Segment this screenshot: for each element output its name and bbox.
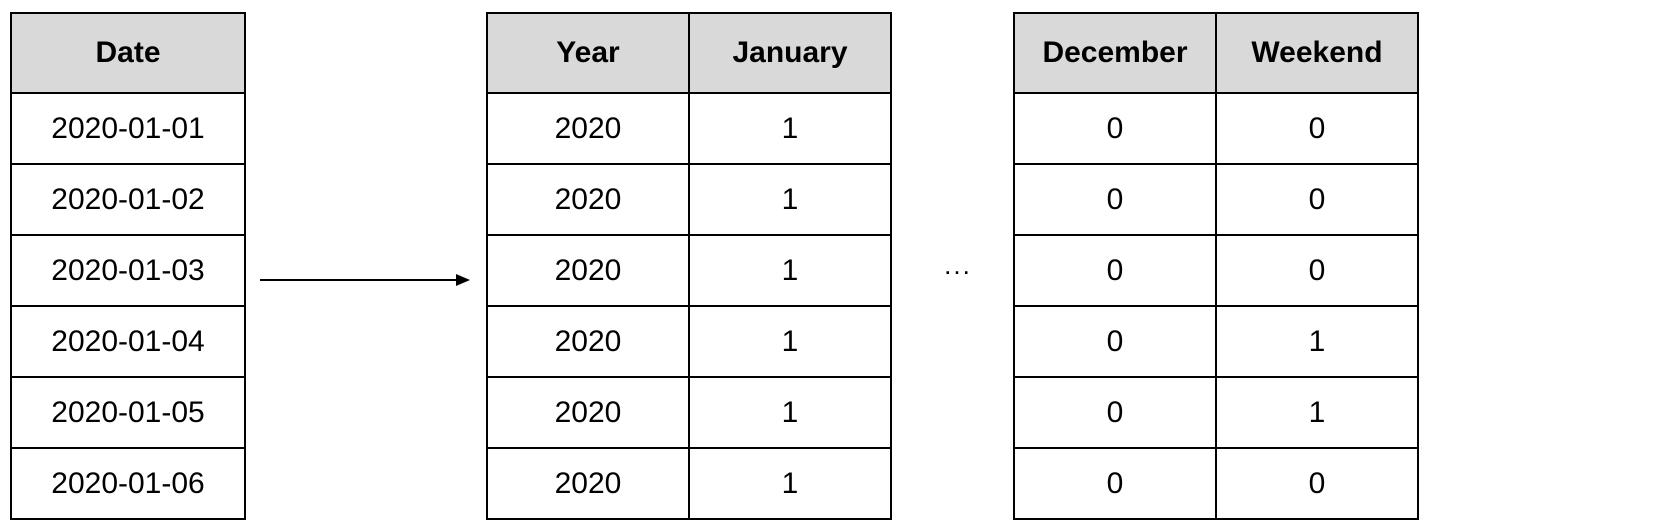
table-cell: 0 [1014, 93, 1216, 164]
table-cell: 2020-01-02 [11, 164, 245, 235]
table-cell: 0 [1216, 93, 1418, 164]
source-table: Date 2020-01-01 2020-01-02 2020-01-03 20… [10, 12, 246, 520]
transform-arrow [260, 265, 470, 295]
diagram-canvas: Date 2020-01-01 2020-01-02 2020-01-03 20… [0, 0, 1665, 531]
col-header-year: Year [487, 13, 689, 93]
col-header-weekend: Weekend [1216, 13, 1418, 93]
col-header-date: Date [11, 13, 245, 93]
table-cell: 1 [689, 235, 891, 306]
table-cell: 2020 [487, 377, 689, 448]
expanded-table-part1: Year January 2020 1 2020 1 2020 1 2020 1 [486, 12, 892, 520]
table-cell: 2020-01-06 [11, 448, 245, 519]
expanded-table-part2: December Weekend 0 0 0 0 0 0 0 1 0 [1013, 12, 1419, 520]
table-cell: 0 [1014, 377, 1216, 448]
table-cell: 2020 [487, 164, 689, 235]
table-cell: 1 [1216, 377, 1418, 448]
col-header-january: January [689, 13, 891, 93]
table-cell: 1 [689, 306, 891, 377]
arrow-icon [260, 265, 470, 295]
col-header-december: December [1014, 13, 1216, 93]
table-cell: 1 [689, 377, 891, 448]
table-cell: 0 [1216, 448, 1418, 519]
table-cell: 2020-01-05 [11, 377, 245, 448]
table-cell: 1 [689, 448, 891, 519]
table-cell: 0 [1216, 164, 1418, 235]
table-cell: 1 [689, 164, 891, 235]
table-cell: 0 [1014, 235, 1216, 306]
table-cell: 1 [689, 93, 891, 164]
table-cell: 2020 [487, 448, 689, 519]
table-cell: 2020-01-01 [11, 93, 245, 164]
table-cell: 0 [1216, 235, 1418, 306]
table-cell: 2020 [487, 235, 689, 306]
table-cell: 0 [1014, 164, 1216, 235]
table-cell: 0 [1014, 448, 1216, 519]
ellipsis: ... [918, 0, 998, 531]
table-cell: 2020-01-04 [11, 306, 245, 377]
table-cell: 2020 [487, 306, 689, 377]
table-cell: 0 [1014, 306, 1216, 377]
table-cell: 2020 [487, 93, 689, 164]
table-cell: 2020-01-03 [11, 235, 245, 306]
table-cell: 1 [1216, 306, 1418, 377]
